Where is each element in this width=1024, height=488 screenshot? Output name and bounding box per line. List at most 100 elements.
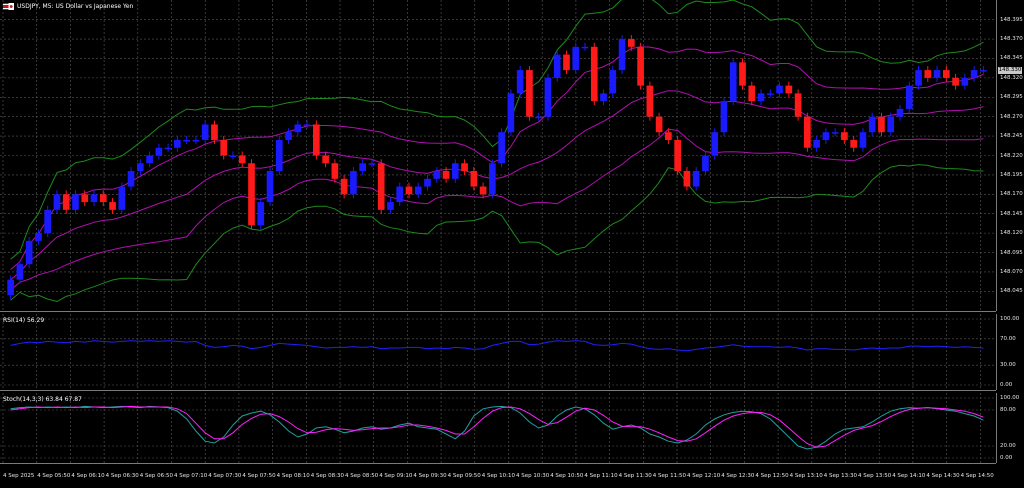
bollinger-middle-band (10, 90, 984, 281)
candle-bullish (692, 171, 700, 187)
candle-bullish (970, 70, 978, 78)
time-axis[interactable]: 4 Sep 2025 4 Sep 05:50 4 Sep 06:10 4 Sep 06… (0, 466, 996, 488)
time-tick-label: 4 Sep 06:50 (139, 473, 174, 479)
price-tick-label: 148.270 (1000, 113, 1023, 120)
candle-bullish (424, 178, 431, 187)
time-tick-label: 4 Sep 06:10 (71, 473, 105, 479)
time-tick-label: 4 Sep 09:50 (447, 473, 481, 479)
candle-bullish (201, 124, 209, 140)
candle-bullish (229, 155, 237, 157)
time-tick-label: 4 Sep 09:10 (379, 473, 413, 479)
price-tick-label: 148.295 (1000, 94, 1023, 101)
indicator-tick-label: 20.00 (1000, 443, 1016, 449)
time-tick-label: 4 Sep 14:50 (960, 473, 994, 479)
price-tick-label: 148.070 (1000, 268, 1023, 275)
time-tick-label: 4 Sep 07:50 (242, 473, 276, 479)
candle-bullish (489, 163, 496, 195)
candle-bullish (933, 70, 941, 78)
candle-bullish (720, 101, 728, 133)
candle-bearish (526, 70, 533, 117)
candle-bullish (618, 39, 626, 71)
main-price-chart[interactable] (0, 0, 996, 312)
candle-bullish (257, 202, 265, 226)
us-japan-flag-icon (3, 3, 14, 10)
candle-bearish (238, 155, 246, 164)
candle-bullish (414, 186, 422, 195)
candle-bullish (757, 93, 765, 102)
time-tick-label: 4 Sep 07:10 (174, 473, 208, 479)
candle-bullish (887, 116, 895, 133)
candle-bearish (442, 171, 450, 179)
rsi-label: RSI(14) 56.29 (3, 317, 45, 324)
candle-bullish (535, 116, 543, 119)
price-tick-label: 148.220 (1000, 152, 1023, 159)
candle-bullish (90, 194, 98, 203)
candle-bullish (859, 132, 867, 148)
candle-bearish (850, 139, 858, 148)
bollinger-outer-band-lower (10, 164, 984, 303)
candle-bullish (516, 70, 524, 94)
candle-bullish (553, 54, 561, 78)
candle-bullish (35, 233, 42, 241)
candle-bullish (266, 171, 274, 203)
candle-bullish (609, 70, 617, 94)
candle-bullish (127, 171, 135, 187)
time-tick-label: 4 Sep 09:30 (413, 473, 447, 479)
candle-bearish (220, 139, 228, 156)
candle-bullish (118, 186, 126, 210)
current-price-tag: 148.330 (998, 66, 1022, 74)
candle-bullish (581, 46, 589, 49)
candle-bullish (136, 163, 144, 172)
candle-bullish (831, 132, 839, 134)
time-tick-label: 4 Sep 13:50 (858, 473, 892, 479)
candle-bullish (174, 139, 181, 148)
candle-bullish (729, 62, 737, 102)
price-tick-label: 148.145 (1000, 210, 1023, 217)
candle-bullish (387, 202, 394, 210)
time-tick-label: 4 Sep 05:50 (37, 473, 71, 479)
candle-bullish (433, 171, 441, 179)
chart-title: USDJPY, M5: US Dollar vs Japanese Yen (17, 3, 134, 10)
candle-bearish (563, 54, 570, 71)
candle-bearish (62, 194, 70, 210)
time-tick-label: 4 Sep 2025 (3, 473, 35, 479)
time-tick-label: 4 Sep 06:30 (105, 473, 139, 479)
time-tick-label: 4 Sep 14:10 (892, 473, 926, 479)
stochastic-indicator-pane[interactable] (0, 393, 996, 464)
candle-bullish (868, 116, 876, 133)
rsi-axis: 100.00 70.00 30.00 0.00 (996, 314, 1024, 390)
time-tick-label: 4 Sep 12:30 (721, 473, 755, 479)
price-axis[interactable]: 148.395 148.370 148.345 148.320 148.295 148.2… (996, 0, 1024, 311)
price-tick-label: 148.320 (1000, 74, 1023, 81)
bollinger-inner-band-upper (10, 46, 984, 270)
stochastic-chart-svg (0, 393, 996, 463)
candle-bearish (878, 116, 885, 133)
candle-bullish (72, 194, 79, 210)
indicator-line-0 (10, 340, 984, 352)
candle-bearish (748, 85, 756, 102)
stochastic-label: Stoch(14,3,3) 63.84 67.87 (3, 396, 82, 403)
candle-bearish (461, 163, 468, 172)
candle-bullish (498, 132, 505, 164)
candle-bullish (702, 155, 709, 172)
indicator-tick-label: 100.00 (1000, 316, 1020, 322)
rsi-indicator-pane[interactable] (0, 314, 996, 391)
time-tick-label: 4 Sep 11:10 (584, 473, 618, 479)
indicator-line-1 (10, 405, 984, 448)
candle-bullish (711, 132, 719, 156)
candle-bearish (99, 194, 107, 203)
time-tick-label: 4 Sep 13:30 (823, 473, 858, 479)
bollinger-outer-band-upper (10, 0, 984, 260)
candle-bearish (841, 132, 848, 140)
price-tick-label: 148.095 (1000, 249, 1023, 256)
price-tick-label: 148.170 (1000, 191, 1023, 198)
rsi-chart-svg (0, 314, 996, 390)
candle-bearish (109, 202, 116, 210)
candle-bullish (896, 108, 904, 117)
candle-bullish (766, 93, 774, 95)
candle-bullish (359, 163, 367, 172)
candle-bullish (368, 163, 376, 165)
indicator-tick-label: 0.00 (1000, 455, 1013, 461)
candle-bearish (655, 116, 663, 133)
